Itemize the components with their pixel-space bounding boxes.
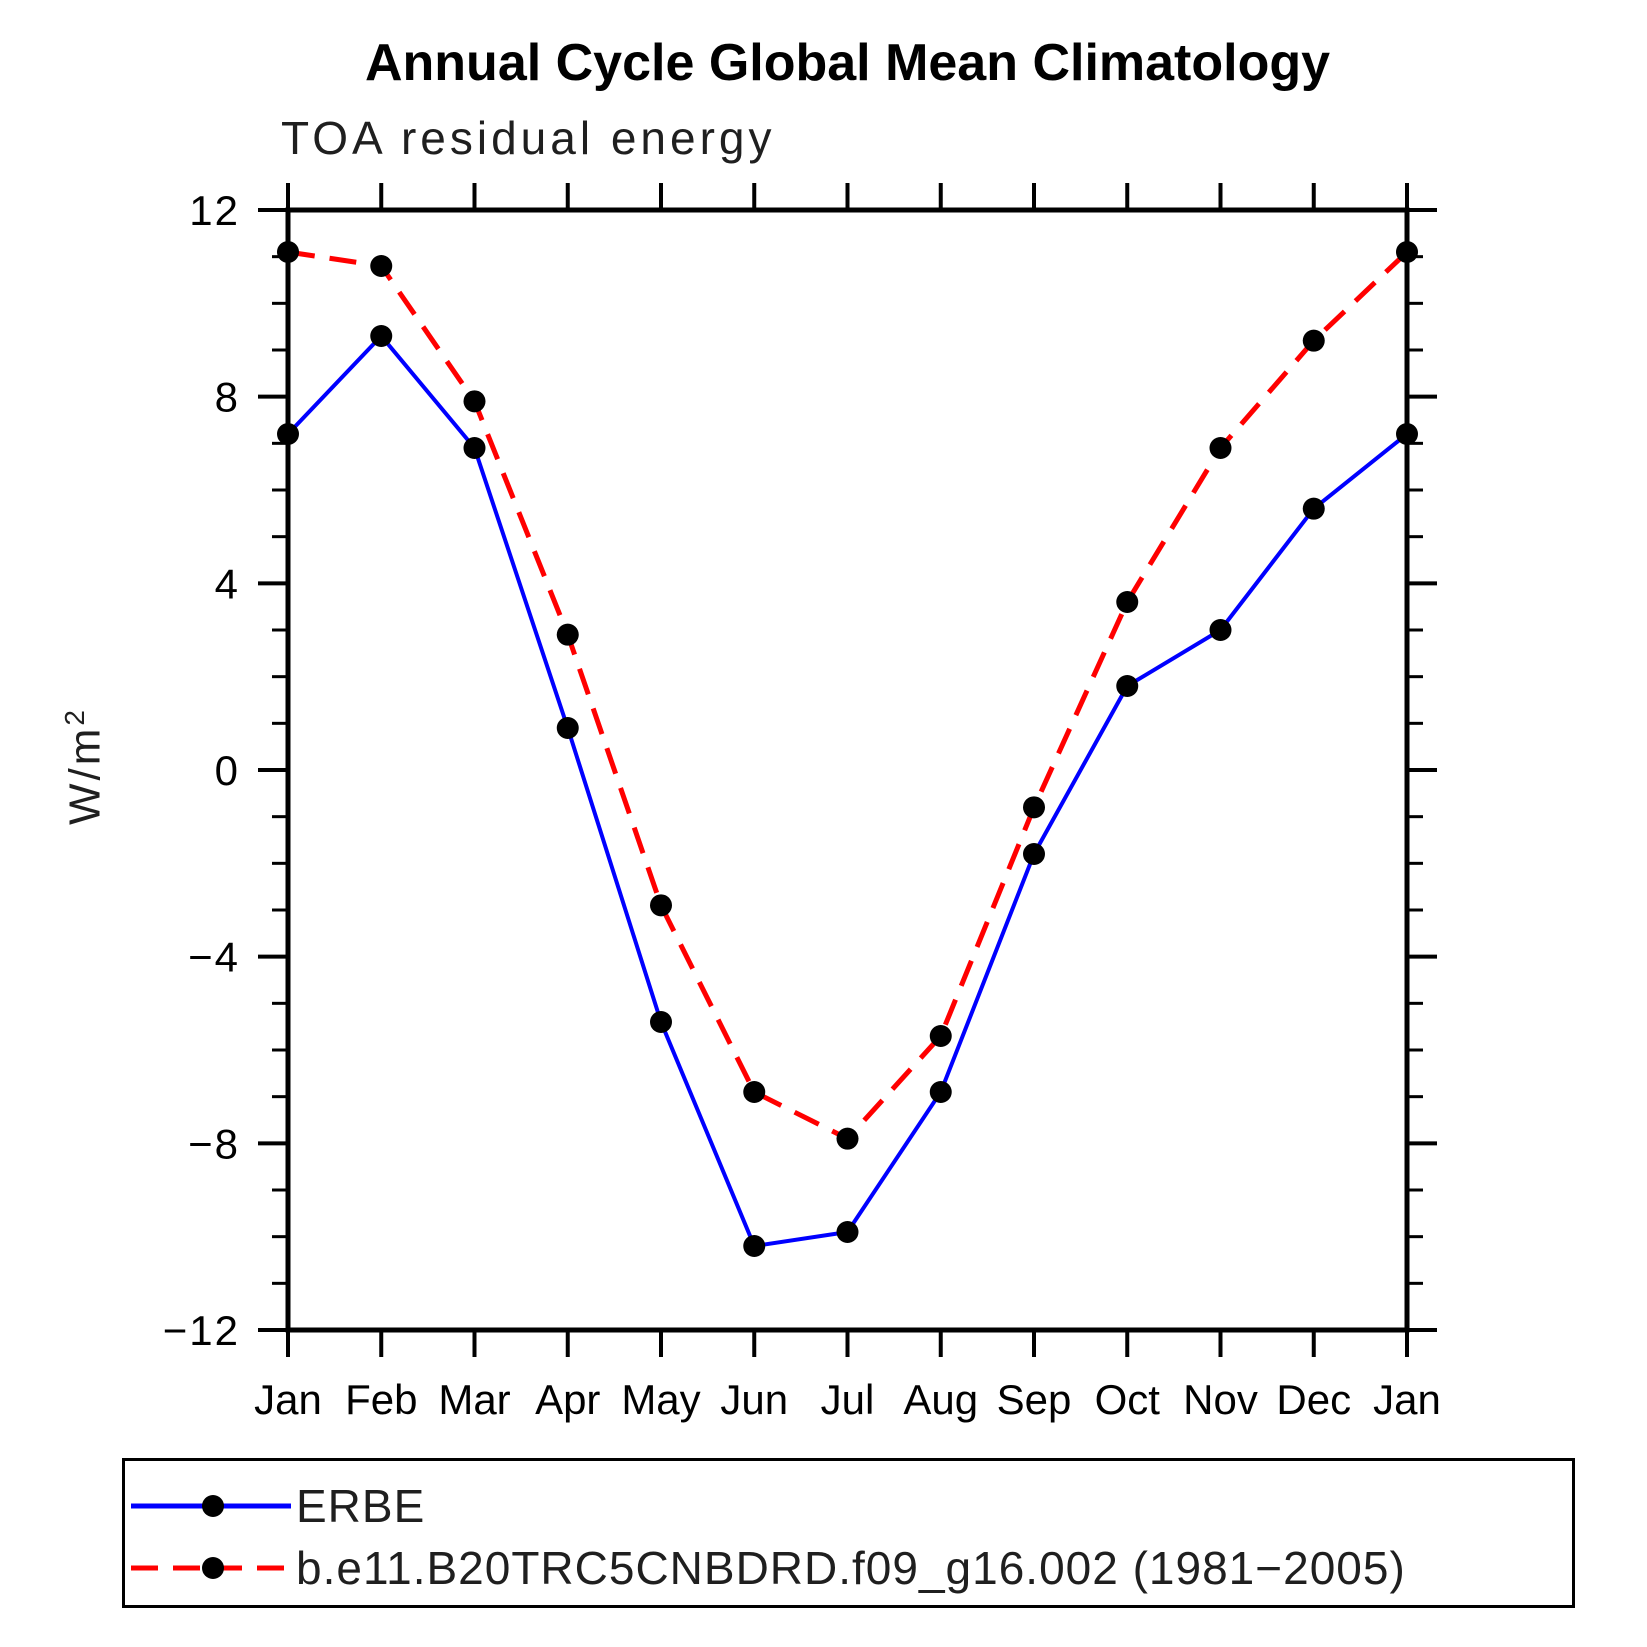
data-point-erbe-feb bbox=[370, 325, 393, 347]
y-tick-label: −4 bbox=[188, 934, 240, 981]
data-point-erbe-mar bbox=[463, 437, 486, 459]
legend-box: ERBE b.e11.B20TRC5CNBDRD.f09_g16.002 (19… bbox=[122, 1458, 1575, 1608]
data-point-model-mar bbox=[463, 390, 486, 413]
data-point-erbe-jan bbox=[1396, 423, 1418, 445]
data-point-model-nov bbox=[1209, 437, 1232, 459]
data-point-erbe-jun bbox=[743, 1235, 766, 1257]
legend-row-model: b.e11.B20TRC5CNBDRD.f09_g16.002 (1981−20… bbox=[129, 1537, 1572, 1599]
legend-label-erbe: ERBE bbox=[296, 1480, 426, 1532]
x-tick-label: Jan bbox=[254, 1376, 322, 1423]
data-point-model-apr bbox=[556, 623, 579, 646]
data-point-erbe-jan bbox=[277, 423, 299, 445]
x-tick-label: Jan bbox=[1373, 1376, 1441, 1423]
x-tick-label: Dec bbox=[1276, 1376, 1351, 1423]
x-tick-label: May bbox=[621, 1376, 700, 1423]
data-point-erbe-may bbox=[650, 1011, 672, 1033]
x-tick-label: Sep bbox=[997, 1376, 1072, 1423]
y-tick-label: 8 bbox=[215, 374, 240, 421]
data-point-erbe-aug bbox=[929, 1081, 952, 1103]
data-point-erbe-apr bbox=[556, 717, 579, 739]
data-point-model-dec bbox=[1302, 329, 1325, 352]
data-point-model-feb bbox=[370, 255, 393, 277]
data-point-model-aug bbox=[929, 1025, 952, 1047]
series-line-model bbox=[287, 249, 1409, 1142]
y-tick-label: 0 bbox=[215, 747, 240, 794]
x-tick-label: Apr bbox=[535, 1376, 600, 1423]
x-tick-label: Jun bbox=[720, 1376, 788, 1423]
x-tick-label: Nov bbox=[1183, 1376, 1258, 1423]
data-point-model-jun bbox=[743, 1081, 766, 1103]
legend-row-erbe: ERBE bbox=[129, 1475, 1572, 1537]
x-tick-label: Feb bbox=[345, 1376, 417, 1423]
data-point-model-jan bbox=[1396, 241, 1418, 263]
legend-label-model: b.e11.B20TRC5CNBDRD.f09_g16.002 (1981−20… bbox=[296, 1542, 1406, 1594]
x-tick-label: Mar bbox=[438, 1376, 510, 1423]
model-line-sample-icon bbox=[131, 1557, 291, 1579]
x-tick-label: Oct bbox=[1095, 1376, 1161, 1423]
y-tick-label: 4 bbox=[215, 560, 240, 607]
data-point-model-sep bbox=[1023, 796, 1045, 819]
data-point-model-jul bbox=[836, 1127, 859, 1150]
data-point-erbe-nov bbox=[1209, 619, 1232, 641]
chart-subtitle: TOA residual energy bbox=[281, 112, 776, 164]
y-tick-label: −12 bbox=[163, 1307, 240, 1354]
data-point-erbe-oct bbox=[1116, 675, 1139, 697]
series-line-erbe bbox=[286, 332, 1409, 1249]
data-point-erbe-sep bbox=[1023, 843, 1045, 865]
x-tick-label: Aug bbox=[903, 1376, 978, 1423]
y-tick-label: 12 bbox=[189, 187, 240, 234]
erbe-line-sample-icon bbox=[131, 1495, 291, 1517]
y-tick-label: −8 bbox=[188, 1120, 240, 1167]
data-point-erbe-jul bbox=[836, 1221, 859, 1243]
data-point-model-jan bbox=[277, 241, 299, 263]
data-point-erbe-dec bbox=[1302, 497, 1325, 520]
chart-title: Annual Cycle Global Mean Climatology bbox=[364, 34, 1331, 92]
data-point-model-oct bbox=[1116, 591, 1139, 613]
plot-frame bbox=[285, 207, 1410, 1333]
data-point-model-may bbox=[650, 894, 672, 917]
x-tick-label: Jul bbox=[821, 1376, 875, 1423]
